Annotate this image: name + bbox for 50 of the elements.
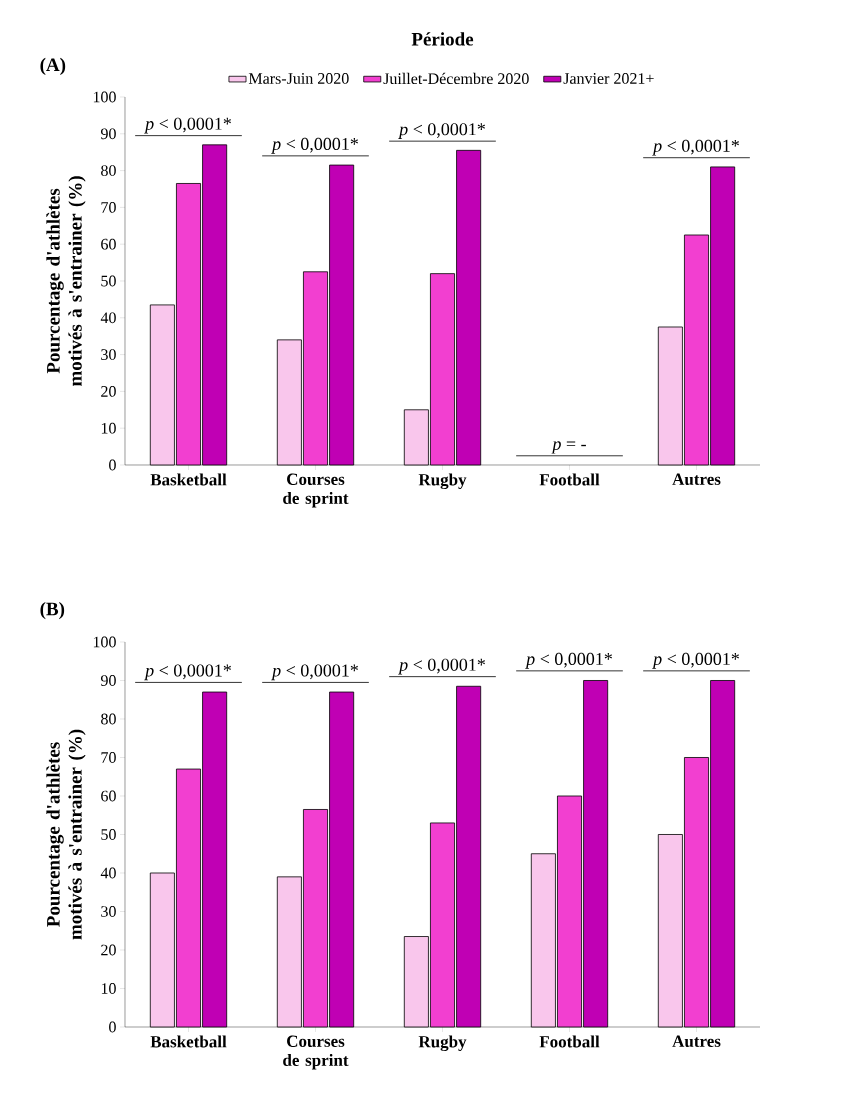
annotation: p < 0,0001* — [525, 652, 612, 669]
y-tick-label: 90 — [100, 675, 116, 686]
y-tick-label: 40 — [100, 867, 116, 879]
annotation: p < 0,0001* — [398, 123, 485, 139]
y-axis-title: Pourcentage d'athlètes motivés à s'entrainer (%) — [46, 729, 86, 940]
y-tick-label: 100 — [93, 636, 116, 648]
x-tick-label: Autres — [672, 1035, 721, 1047]
annotation: p < 0,0001* — [271, 137, 358, 154]
y-tick-label: 20 — [101, 944, 116, 956]
y-tick-label: 80 — [101, 165, 116, 176]
y-tick-label: 80 — [101, 713, 116, 725]
legend-title: Période — [411, 32, 474, 46]
x-tick-label: Courses de sprint — [283, 473, 349, 508]
y-tick-label: 60 — [101, 238, 116, 250]
annotation: p < 0,0001* — [652, 652, 739, 669]
y-axis-title: Pourcentage d'athlètes motivés à s'entrainer (%) — [46, 176, 86, 386]
x-tick-label: Football — [539, 473, 600, 486]
annotation: p < 0,0001* — [144, 117, 231, 134]
y-tick-label: 60 — [101, 790, 116, 802]
y-tick-label: 30 — [101, 906, 116, 917]
x-tick-label: Courses de sprint — [283, 1035, 349, 1070]
x-tick-label: Rugby — [418, 473, 467, 490]
x-tick-label: Basketball — [150, 1035, 227, 1048]
y-tick-label: 70 — [101, 752, 116, 763]
annotation: p < 0,0001* — [271, 664, 358, 681]
y-tick-label: 10 — [101, 983, 116, 994]
y-tick-label: 100 — [93, 91, 116, 103]
legend-label: Juillet-Décembre 2020 — [383, 72, 529, 85]
y-tick-label: 70 — [101, 202, 116, 213]
annotation: p < 0,0001* — [652, 139, 739, 156]
y-tick-label: 50 — [101, 275, 116, 287]
annotation: p < 0,0001* — [144, 664, 231, 681]
y-tick-label: 40 — [100, 312, 116, 324]
chart-title: (B) — [40, 601, 65, 620]
legend-label: Janvier 2021+ — [563, 73, 654, 84]
y-tick-label: 10 — [101, 422, 116, 434]
y-tick-label: 0 — [109, 459, 116, 471]
y-tick-label: 0 — [109, 1021, 116, 1033]
x-tick-label: Rugby — [418, 1035, 467, 1052]
legend-label: Mars-Juin 2020 — [248, 73, 349, 84]
annotation: p = - — [551, 441, 586, 454]
y-tick-label: 30 — [101, 349, 116, 360]
annotation: p < 0,0001* — [398, 658, 485, 675]
y-tick-label: 50 — [101, 829, 116, 840]
y-tick-label: 90 — [100, 128, 116, 140]
y-tick-label: 20 — [101, 386, 116, 397]
x-tick-label: Autres — [672, 473, 721, 485]
x-tick-label: Basketball — [150, 473, 227, 486]
x-tick-label: Football — [539, 1035, 600, 1048]
chart-title: (A) — [40, 57, 66, 76]
